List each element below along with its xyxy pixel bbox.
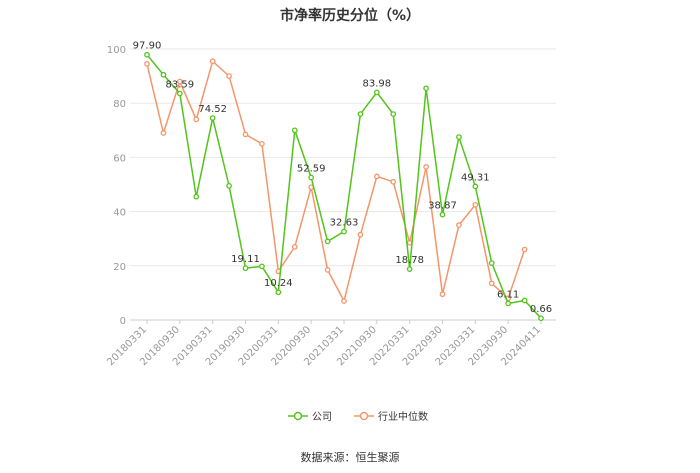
data-point-1 xyxy=(176,78,183,85)
legend-label-1: 行业中位数 xyxy=(378,410,428,423)
data-point-0 xyxy=(341,228,347,235)
data-point-1 xyxy=(439,291,446,298)
data-point-0 xyxy=(538,315,544,322)
data-label: 6.11 xyxy=(497,289,519,300)
chart-title: 市净率历史分位（%） xyxy=(280,7,420,24)
y-tick-label: 20 xyxy=(113,262,126,273)
data-point-0 xyxy=(357,111,364,117)
data-label: 52.59 xyxy=(297,163,326,174)
data-point-0 xyxy=(324,238,331,245)
data-label: 83.98 xyxy=(363,78,392,89)
data-label: 19.11 xyxy=(231,254,260,265)
data-point-0 xyxy=(505,300,512,307)
data-point-1 xyxy=(226,73,232,79)
data-point-0 xyxy=(193,193,200,200)
data-point-0 xyxy=(439,211,446,218)
data-point-1 xyxy=(456,222,462,228)
data-label: 18.78 xyxy=(395,255,424,266)
series-line-0 xyxy=(146,54,542,319)
data-point-1 xyxy=(341,298,347,304)
data-label: 83.59 xyxy=(166,79,195,90)
data-point-0 xyxy=(176,90,183,97)
data-point-0 xyxy=(275,289,282,296)
data-point-0 xyxy=(144,51,150,58)
data-point-0 xyxy=(472,183,479,190)
data-point-0 xyxy=(242,265,249,272)
data-point-0 xyxy=(308,174,315,181)
data-point-0 xyxy=(456,134,462,140)
y-tick-label: 40 xyxy=(113,208,126,219)
y-tick-label: 100 xyxy=(107,45,126,56)
data-label: 97.90 xyxy=(133,41,162,52)
y-axis: 0 20 40 60 80 100 xyxy=(107,45,126,327)
data-point-0 xyxy=(521,297,528,304)
data-point-0 xyxy=(390,111,397,117)
data-point-1 xyxy=(144,61,150,67)
legend-label-0: 公司 xyxy=(312,412,332,423)
data-point-0 xyxy=(406,266,413,272)
data-point-1 xyxy=(193,116,200,123)
legend-marker-0 xyxy=(293,411,303,421)
data-label: 74.52 xyxy=(198,104,227,115)
data-point-1 xyxy=(488,280,495,287)
y-tick-label: 80 xyxy=(113,99,126,110)
data-point-0 xyxy=(488,260,495,266)
series-line-1 xyxy=(146,59,526,304)
data-point-1 xyxy=(357,231,364,238)
legend-marker-1 xyxy=(359,411,369,421)
data-point-0 xyxy=(423,85,429,92)
data-label: 10.24 xyxy=(264,278,293,289)
data-point-0 xyxy=(259,263,265,270)
data-point-1 xyxy=(390,178,397,185)
data-point-1 xyxy=(373,173,380,180)
data-label: 32.63 xyxy=(330,218,359,229)
data-point-0 xyxy=(373,89,380,96)
data-label: 49.31 xyxy=(461,172,490,183)
legend: 公司 行业中位数 xyxy=(288,410,428,423)
data-point-1 xyxy=(472,201,479,208)
data-point-1 xyxy=(521,246,528,253)
data-point-1 xyxy=(291,243,298,250)
data-point-1 xyxy=(259,141,265,147)
data-label: 0.66 xyxy=(530,304,552,315)
x-axis: 2018033120180930201903312019093020200331… xyxy=(105,320,543,368)
data-point-0 xyxy=(160,71,167,78)
data-point-1 xyxy=(160,130,167,136)
data-point-1 xyxy=(324,267,331,273)
data-label: 38.87 xyxy=(428,201,457,212)
data-labels: 97.90 83.59 74.52 19.11 10.24 52.59 32.63 83.98… xyxy=(133,41,552,316)
data-point-0 xyxy=(209,115,216,121)
data-point-1 xyxy=(242,131,249,138)
data-point-0 xyxy=(291,127,298,134)
data-point-1 xyxy=(209,58,216,65)
data-point-0 xyxy=(226,183,232,189)
data-point-1 xyxy=(423,164,429,170)
y-tick-label: 0 xyxy=(120,316,126,327)
y-tick-label: 60 xyxy=(113,153,126,164)
series-layer xyxy=(144,51,544,322)
source-note: 数据来源：恒生聚源 xyxy=(301,450,400,464)
